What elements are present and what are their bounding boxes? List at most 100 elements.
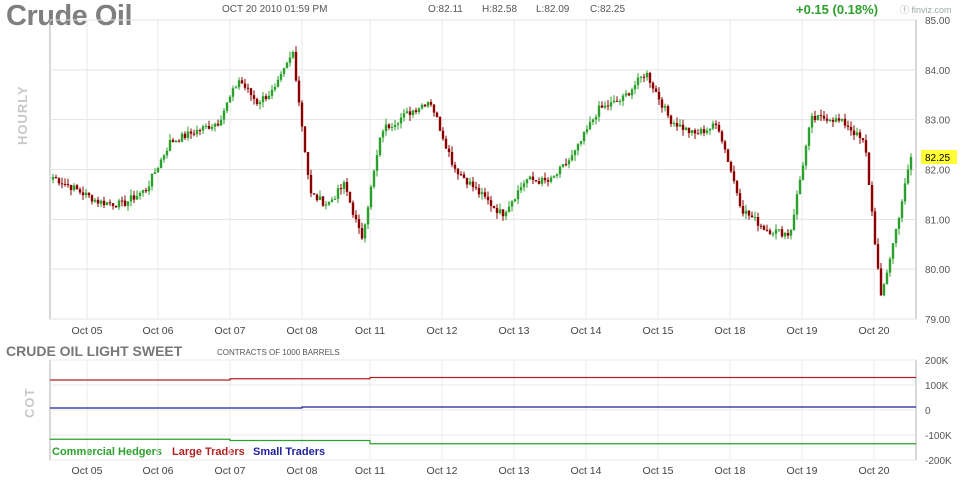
- cot-small-line: [50, 406, 916, 409]
- candle-body: [612, 100, 616, 103]
- candle-body: [309, 174, 313, 194]
- price-x-tick-label: Oct 07: [215, 325, 246, 337]
- legend-small-traders: Small Traders: [253, 446, 326, 458]
- finviz-logo[interactable]: ⓕ finviz.com: [900, 3, 952, 16]
- candle-body: [348, 191, 352, 203]
- cot-x-tick-label: Oct 18: [715, 465, 746, 477]
- candle-body: [276, 79, 280, 87]
- high-value: H:82.58: [482, 4, 518, 15]
- candle-body: [456, 168, 460, 175]
- candle-body: [483, 192, 487, 197]
- candle-body: [825, 118, 829, 121]
- candle-body: [465, 178, 469, 185]
- candle-body: [180, 133, 184, 142]
- price-x-tick-label: Oct 14: [571, 325, 602, 337]
- candle-body: [318, 196, 322, 201]
- candle-body: [411, 110, 415, 116]
- candle-body: [660, 99, 664, 108]
- candle-body: [594, 116, 598, 120]
- candle-body: [495, 207, 499, 214]
- candle-body: [219, 119, 223, 126]
- candle-body: [207, 125, 211, 129]
- candle-body: [888, 258, 892, 273]
- cot-x-tick-label: Oct 15: [643, 465, 674, 477]
- candle-body: [294, 51, 298, 81]
- candle-body: [462, 174, 466, 179]
- candle-body: [435, 112, 439, 118]
- candle-body: [858, 132, 862, 139]
- cot-x-tick-label: Oct 08: [287, 465, 318, 477]
- candle-body: [684, 127, 688, 130]
- candle-body: [111, 203, 115, 206]
- candle-body: [60, 183, 64, 185]
- candle-body: [642, 76, 646, 78]
- candle-body: [774, 229, 778, 234]
- candle-body: [129, 195, 133, 202]
- cot-x-tick-label: Oct 06: [143, 465, 174, 477]
- candle-body: [498, 209, 502, 214]
- candle-body: [591, 119, 595, 123]
- candle-body: [471, 181, 475, 188]
- candle-body: [690, 130, 694, 134]
- candle-body: [246, 87, 250, 89]
- price-x-tick-label: Oct 19: [787, 325, 818, 337]
- candle-body: [882, 284, 886, 296]
- candle-body: [231, 88, 235, 97]
- candle-body: [846, 125, 850, 127]
- candle-body: [852, 130, 856, 136]
- candle-body: [885, 272, 889, 285]
- candle-body: [102, 200, 106, 206]
- candle-body: [645, 72, 649, 78]
- candle-body: [864, 140, 868, 153]
- candle-body: [165, 150, 169, 156]
- candle-body: [513, 199, 517, 202]
- candle-body: [447, 148, 451, 153]
- price-tick-label: 79.00: [925, 315, 950, 326]
- candle-body: [69, 185, 73, 191]
- candle-body: [582, 131, 586, 142]
- candle-body: [861, 138, 865, 141]
- price-tick-label: 80.00: [925, 265, 950, 276]
- candle-body: [450, 152, 454, 165]
- candle-body: [678, 124, 682, 127]
- candle-body: [771, 233, 775, 235]
- candle-body: [879, 268, 883, 296]
- candle-body: [603, 105, 607, 108]
- candle-body: [126, 201, 130, 206]
- candle-body: [891, 243, 895, 259]
- candle-body: [228, 96, 232, 103]
- cot-tick-label: -200K: [925, 456, 952, 467]
- candle-body: [168, 139, 172, 151]
- candle-body: [648, 72, 652, 83]
- candle-body: [147, 186, 151, 192]
- candle-body: [225, 102, 229, 111]
- candle-body: [585, 129, 589, 132]
- candle-body: [399, 117, 403, 124]
- candle-body: [423, 104, 427, 107]
- price-x-tick-label: Oct 06: [143, 325, 174, 337]
- candle-body: [387, 124, 391, 128]
- candle-body: [72, 185, 76, 191]
- candle-body: [675, 123, 679, 127]
- candle-body: [201, 126, 205, 131]
- candle-body: [720, 131, 724, 142]
- cot-commercial-line: [50, 438, 916, 445]
- candle-body: [381, 131, 385, 138]
- candle-body: [261, 96, 265, 103]
- candle-body: [198, 130, 202, 132]
- finviz-logo-text: finviz.com: [911, 5, 952, 15]
- candle-body: [468, 181, 472, 185]
- candle-body: [501, 209, 505, 217]
- cot-x-tick-label: Oct 07: [215, 465, 246, 477]
- cot-title: CRUDE OIL LIGHT SWEET: [6, 343, 183, 359]
- candle-body: [321, 196, 325, 206]
- candle-body: [657, 91, 661, 100]
- candle-body: [312, 193, 316, 195]
- candle-body: [351, 202, 355, 215]
- candle-body: [459, 174, 463, 176]
- candle-body: [522, 183, 526, 188]
- candle-body: [237, 80, 241, 88]
- datetime-label: OCT 20 2010 01:59 PM: [222, 4, 328, 15]
- candle-body: [267, 95, 271, 99]
